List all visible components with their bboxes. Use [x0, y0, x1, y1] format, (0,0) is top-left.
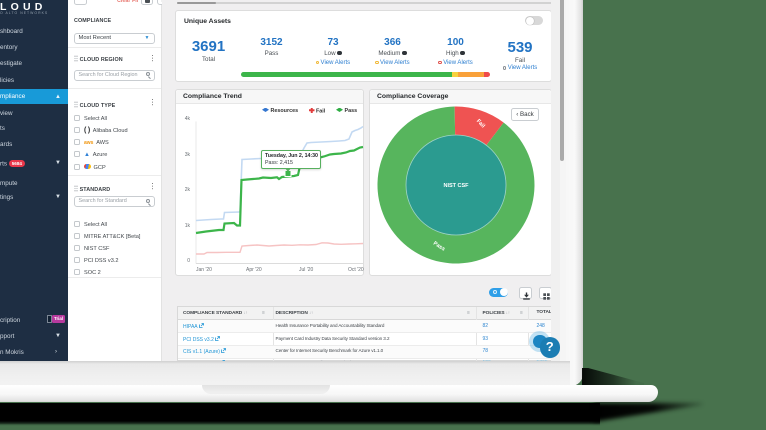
- svg-text:NIST CSF: NIST CSF: [443, 183, 469, 189]
- svg-text:Fail: Fail: [475, 118, 486, 129]
